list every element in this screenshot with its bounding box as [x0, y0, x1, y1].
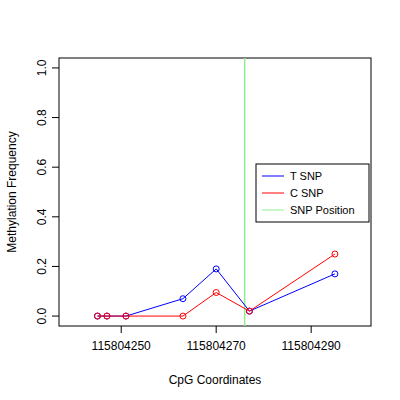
- y-axis-title: Methylation Frequency: [5, 131, 19, 252]
- y-tick: [52, 67, 59, 68]
- y-tick: [52, 316, 59, 317]
- point: [180, 296, 186, 302]
- point: [332, 271, 338, 277]
- point: [213, 290, 219, 296]
- legend-label: T SNP: [290, 170, 322, 182]
- point: [213, 266, 219, 272]
- point: [94, 313, 100, 319]
- y-tick-label: 1.0: [35, 59, 49, 76]
- x-tick-label: 115804290: [282, 339, 342, 353]
- y-tick-label: 0.4: [35, 208, 49, 225]
- chart: 115804250 115804270 115804290 0.0 0.2 0.4 0.6 0…: [0, 0, 400, 400]
- legend-label: C SNP: [290, 187, 324, 199]
- y-tick: [52, 117, 59, 118]
- legend-swatch: [262, 176, 284, 177]
- x-tick: [121, 326, 122, 333]
- point: [123, 313, 129, 319]
- x-tick-label: 115804270: [187, 339, 247, 353]
- y-tick: [52, 167, 59, 168]
- plot-frame: [59, 58, 371, 326]
- x-tick: [216, 326, 217, 333]
- y-tick-label: 0.2: [35, 258, 49, 275]
- snp-line: [244, 58, 246, 326]
- y-tick-label: 0.6: [35, 159, 49, 176]
- y-tick: [52, 216, 59, 217]
- y-tick: [52, 266, 59, 267]
- legend-box: [256, 164, 369, 222]
- background: [0, 0, 400, 400]
- y-tick-label: 0.0: [35, 307, 49, 324]
- point: [332, 251, 338, 257]
- x-tick-label: 115804250: [92, 339, 152, 353]
- x-axis-title: CpG Coordinates: [169, 373, 262, 387]
- series-line: [97, 254, 334, 316]
- point: [246, 308, 252, 314]
- legend-swatch: [262, 193, 284, 194]
- legend-swatch: [262, 210, 284, 211]
- y-tick-label: 0.8: [35, 109, 49, 126]
- point: [180, 313, 186, 319]
- x-tick: [311, 326, 312, 333]
- point: [104, 313, 110, 319]
- legend: T SNP C SNP SNP Position: [256, 164, 369, 222]
- plot-area: [94, 58, 337, 326]
- legend-label: SNP Position: [290, 204, 355, 216]
